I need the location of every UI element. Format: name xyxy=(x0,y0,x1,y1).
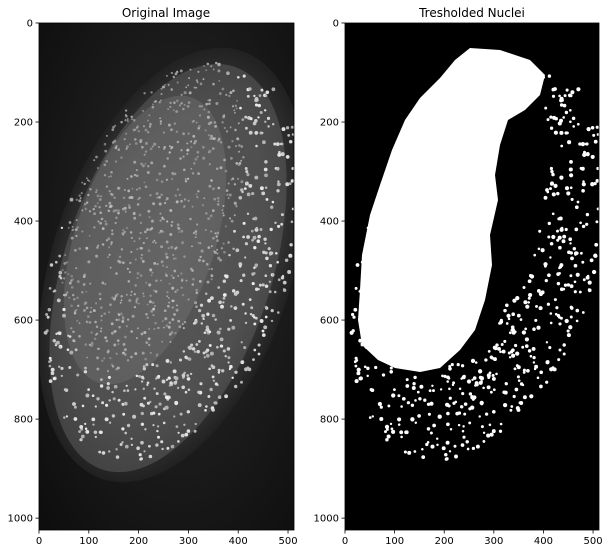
y-tick-label: 400 xyxy=(14,217,33,228)
y-tick-label: 400 xyxy=(320,217,339,228)
y-tick-label: 200 xyxy=(14,118,33,129)
y-tick-label: 0 xyxy=(333,19,339,30)
x-tick-label: 300 xyxy=(484,536,503,547)
x-tick-label: 200 xyxy=(435,536,454,547)
y-tick-label: 600 xyxy=(320,316,339,327)
panel-title-original: Original Image xyxy=(122,6,210,20)
y-tick-label: 0 xyxy=(27,19,33,30)
y-tick-label: 800 xyxy=(14,415,33,426)
x-tick-label: 300 xyxy=(179,536,198,547)
x-tick-label: 0 xyxy=(36,536,42,547)
axes-left: 0 100 200 300 400 500 0 200 400 600 800 1000 xyxy=(8,19,298,548)
original-image xyxy=(39,23,294,530)
x-tick-label: 400 xyxy=(534,536,553,547)
x-tick-label: 100 xyxy=(385,536,404,547)
x-tick-label: 500 xyxy=(584,536,603,547)
y-tick-label: 800 xyxy=(320,415,339,426)
axes-right: 0 100 200 300 400 500 0 200 400 600 800 1000 xyxy=(314,19,603,548)
panel-title-threshold: Tresholded Nuclei xyxy=(418,6,525,20)
nuclei-left xyxy=(43,61,294,461)
y-tick-label: 600 xyxy=(14,316,33,327)
panel-threshold: Tresholded Nuclei 0 100 200 300 400 500 0 200 40… xyxy=(314,6,603,547)
x-tick-label: 400 xyxy=(229,536,248,547)
x-tick-label: 200 xyxy=(129,536,148,547)
y-tick-label: 1000 xyxy=(8,514,33,525)
y-tick-label: 200 xyxy=(320,118,339,129)
mask-blob xyxy=(358,48,545,372)
x-tick-label: 500 xyxy=(278,536,297,547)
nuclei-right xyxy=(349,61,599,461)
panel-original: Original Image 0 100 200 300 400 500 0 200 400 60… xyxy=(8,6,298,548)
x-tick-label: 100 xyxy=(79,536,98,547)
threshold-mask xyxy=(345,23,599,530)
y-tick-label: 1000 xyxy=(314,514,339,525)
x-tick-label: 0 xyxy=(342,536,348,547)
